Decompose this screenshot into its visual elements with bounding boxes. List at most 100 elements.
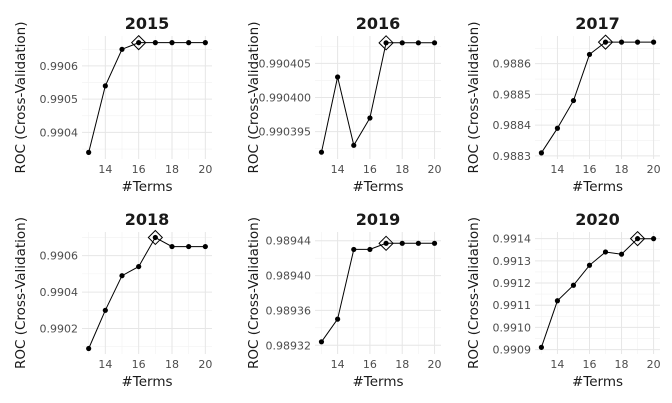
- y-tick-label: 0.990395: [259, 126, 312, 139]
- chart-panel-1: 14 16 18 20 0.9904 0.9905 0.9906 2015 #Terms ROC …: [13, 14, 212, 195]
- best-point-diamond: [597, 34, 614, 50]
- y-tick-label: 0.98940: [266, 270, 312, 283]
- y-axis-label: ROC (Cross-Validation): [246, 217, 262, 369]
- x-tick-label: 14: [331, 163, 345, 176]
- data-point: [169, 243, 175, 250]
- best-point-diamond: [629, 230, 646, 247]
- x-tick-label: 14: [98, 358, 112, 371]
- x-tick-label: 14: [550, 163, 564, 176]
- panel-title: 2017: [575, 14, 620, 33]
- data-point: [383, 40, 389, 46]
- x-tick-label: 16: [132, 358, 146, 371]
- y-tick-label: 0.9883: [493, 150, 532, 163]
- data-point: [431, 240, 438, 246]
- data-point: [335, 74, 341, 80]
- chart-panel-2: 14 16 18 20 0.990395 0.990400 0.990405 2016 #Ter…: [246, 14, 442, 195]
- y-axis-label: ROC (Cross-Validation): [246, 21, 262, 173]
- x-tick-label: 20: [198, 358, 212, 371]
- x-tick-label: 20: [428, 163, 442, 176]
- data-point: [618, 39, 625, 45]
- data-point: [586, 262, 593, 268]
- data-point: [570, 282, 577, 288]
- panel-title: 2016: [356, 14, 401, 33]
- y-tick-label: 0.9909: [493, 344, 532, 357]
- best-point-diamond: [378, 235, 394, 252]
- data-point: [119, 273, 125, 279]
- y-tick-label: 0.9906: [40, 250, 79, 263]
- data-point: [186, 40, 192, 46]
- data-point: [169, 40, 175, 46]
- data-point: [351, 142, 357, 148]
- chart-panel-5: 14 16 18 20 0.98932 0.98936 0.98940 0.98944 2019…: [246, 210, 442, 390]
- y-tick-label: 0.9904: [40, 126, 79, 139]
- x-tick-label: 16: [132, 163, 146, 176]
- data-point: [618, 251, 625, 257]
- y-tick-label: 0.9911: [493, 299, 532, 312]
- x-tick-label: 18: [165, 358, 179, 371]
- data-point: [335, 316, 341, 322]
- panel-title: 2015: [125, 14, 170, 33]
- data-point: [634, 236, 641, 242]
- y-tick-label: 0.9884: [493, 119, 532, 132]
- chart-panel-4: 14 16 18 20 0.9902 0.9904 0.9906 2018 #Terms ROC …: [13, 210, 212, 390]
- data-point: [415, 240, 421, 246]
- data-point: [554, 125, 561, 131]
- x-tick-label: 20: [647, 163, 661, 176]
- series-line: [321, 42, 435, 153]
- x-tick-label: 14: [550, 358, 564, 371]
- y-axis-label: ROC (Cross-Validation): [466, 21, 482, 173]
- data-point: [415, 40, 421, 46]
- data-point: [586, 51, 593, 58]
- y-tick-label: 0.9906: [40, 60, 79, 73]
- y-axis-label: ROC (Cross-Validation): [13, 217, 29, 369]
- data-point: [538, 344, 545, 350]
- chart-panel-3: 14 16 18 20 0.9883 0.9884 0.9885 0.9886 2017 #Ter…: [466, 14, 661, 195]
- data-point: [86, 149, 92, 155]
- y-tick-label: 0.9914: [493, 233, 532, 246]
- y-tick-label: 0.9885: [493, 88, 532, 101]
- y-tick-label: 0.9905: [40, 93, 79, 106]
- series-line: [88, 42, 206, 153]
- series-line: [88, 236, 206, 349]
- data-point: [602, 39, 609, 45]
- x-axis-label: #Terms: [121, 179, 172, 195]
- series-line: [321, 242, 435, 343]
- x-tick-label: 20: [647, 358, 661, 371]
- x-tick-label: 18: [615, 358, 629, 371]
- x-tick-label: 16: [363, 163, 377, 176]
- y-tick-label: 0.9913: [493, 255, 532, 268]
- x-tick-label: 18: [395, 163, 409, 176]
- x-tick-label: 18: [615, 163, 629, 176]
- data-point: [383, 240, 389, 246]
- data-point: [136, 40, 142, 46]
- best-point-diamond: [130, 34, 147, 51]
- series-line: [540, 41, 654, 154]
- panel-title: 2020: [575, 210, 620, 229]
- x-tick-label: 18: [395, 358, 409, 371]
- data-point: [102, 307, 108, 313]
- data-point: [367, 246, 373, 253]
- best-point-diamond: [378, 35, 394, 51]
- data-point: [602, 249, 609, 255]
- x-axis-label: #Terms: [572, 179, 623, 195]
- y-tick-label: 0.9910: [493, 321, 532, 334]
- y-tick-label: 0.990405: [259, 57, 312, 70]
- data-point: [570, 97, 577, 104]
- x-axis-label: #Terms: [352, 179, 403, 195]
- x-axis-label: #Terms: [352, 374, 403, 390]
- data-point: [186, 243, 192, 250]
- x-tick-label: 20: [428, 358, 442, 371]
- data-point: [367, 115, 373, 121]
- y-tick-label: 0.9904: [40, 286, 79, 299]
- x-tick-label: 16: [582, 163, 596, 176]
- x-tick-label: 18: [165, 163, 179, 176]
- y-axis-label: ROC (Cross-Validation): [13, 21, 29, 173]
- y-tick-label: 0.9886: [493, 58, 532, 71]
- data-point: [202, 243, 208, 250]
- x-tick-label: 16: [363, 358, 377, 371]
- x-tick-label: 20: [198, 163, 212, 176]
- series-line: [540, 238, 654, 348]
- data-point: [102, 83, 108, 89]
- y-tick-label: 0.98944: [266, 235, 312, 248]
